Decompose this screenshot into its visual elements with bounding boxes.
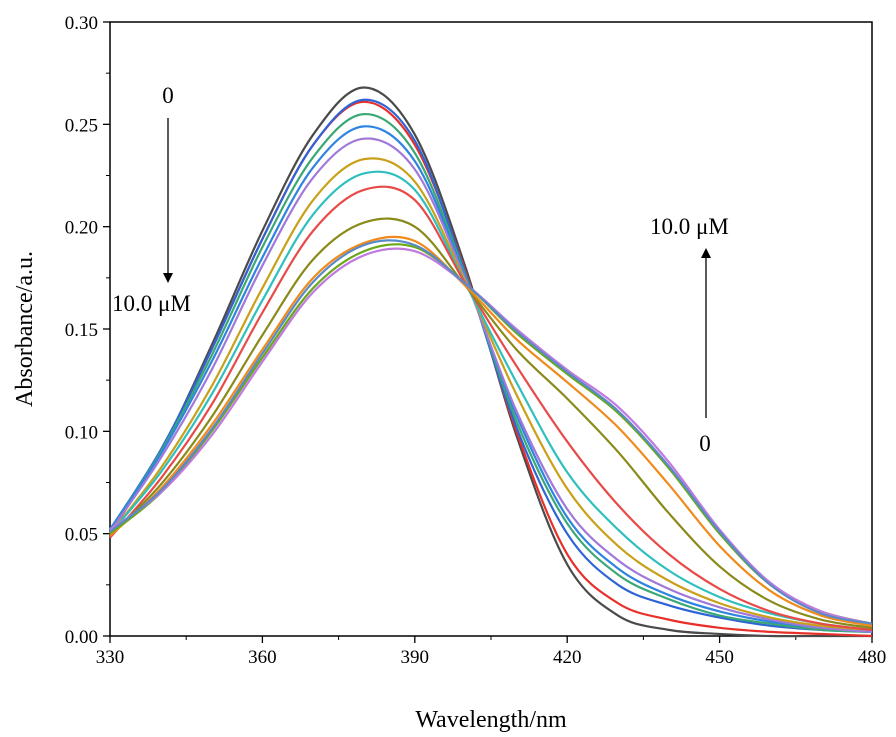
x-axis-title: Wavelength/nm xyxy=(415,707,567,733)
x-tick-label: 360 xyxy=(248,647,277,668)
y-tick-label: 0.15 xyxy=(65,320,98,341)
series-line-7 xyxy=(109,170,873,631)
series-line-11 xyxy=(109,243,873,625)
x-tick-label: 420 xyxy=(553,647,582,668)
series-line-12 xyxy=(109,247,873,625)
series-line-10 xyxy=(109,235,873,627)
y-tick-label: 0.25 xyxy=(65,115,98,136)
x-tick-label: 330 xyxy=(96,647,125,668)
series-line-4 xyxy=(109,125,873,634)
axis-ticks: 330 360 390 420 450 480 0.00 0.05 0.10 0.15 0.20 0.… xyxy=(65,13,887,668)
annotation-start-left: 0 xyxy=(162,83,174,108)
y-tick-label: 0.05 xyxy=(65,525,98,546)
series-line-0 xyxy=(109,86,872,638)
y-tick-label: 0.10 xyxy=(65,422,98,443)
series-line-6 xyxy=(109,157,873,631)
annotation-end-right: 10.0 μM xyxy=(650,214,729,239)
series-line-13 xyxy=(109,239,873,625)
x-tick-label: 480 xyxy=(858,647,887,668)
x-tick-label: 450 xyxy=(705,647,734,668)
annotation-end-left: 10.0 μM xyxy=(112,291,191,316)
series-line-8 xyxy=(109,185,873,631)
series-line-2 xyxy=(109,98,873,634)
y-tick-label: 0.30 xyxy=(65,13,98,34)
series-line-9 xyxy=(109,217,873,629)
y-axis-title: Absorbance/a.u. xyxy=(12,251,38,407)
series-line-5 xyxy=(109,137,873,634)
y-tick-label: 0.00 xyxy=(65,627,98,648)
y-tick-label: 0.20 xyxy=(65,218,98,239)
annotation-start-right: 0 xyxy=(699,431,711,456)
x-tick-label: 390 xyxy=(401,647,430,668)
series-group xyxy=(109,86,873,638)
series-line-1 xyxy=(109,100,873,638)
